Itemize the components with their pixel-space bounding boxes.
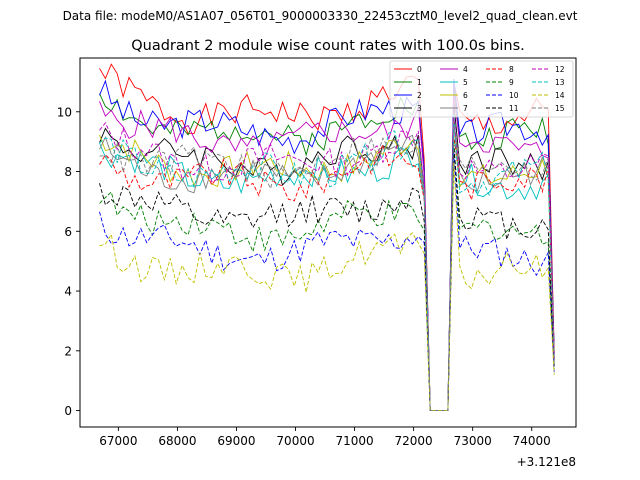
plot-area: [79, 57, 577, 428]
x-tick-label: 69000: [217, 434, 255, 448]
series-line-2: [99, 78, 555, 412]
x-tick-label: 73000: [454, 434, 492, 448]
x-tick-label: 68000: [158, 434, 196, 448]
legend-label-6: 6: [463, 91, 468, 100]
series-line-12: [99, 117, 555, 412]
series-line-13: [99, 123, 555, 412]
legend-label-8: 8: [509, 65, 514, 74]
x-tick-label: 74000: [513, 434, 551, 448]
legend-label-10: 10: [509, 91, 519, 100]
series-line-8: [99, 135, 555, 412]
series-line-7: [99, 123, 555, 412]
legend-label-2: 2: [417, 91, 422, 100]
y-tick-label: 2: [64, 344, 72, 358]
y-tick-label: 0: [64, 404, 72, 418]
series-line-9: [99, 141, 555, 412]
legend-label-0: 0: [417, 65, 422, 74]
x-tick-label: 70000: [276, 434, 314, 448]
chart-title: Quadrant 2 module wise count rates with …: [131, 38, 525, 54]
y-tick-label: 4: [64, 285, 72, 299]
legend-label-9: 9: [509, 78, 514, 87]
y-tick-label: 8: [64, 165, 72, 179]
y-tick-label: 6: [64, 225, 72, 239]
x-offset-label: +3.121e8: [517, 455, 576, 469]
legend-label-11: 11: [509, 104, 519, 113]
series-line-4: [99, 93, 555, 412]
legend-label-5: 5: [463, 78, 468, 87]
series-line-15: [99, 126, 555, 412]
x-tick-label: 71000: [335, 434, 373, 448]
x-tick-label: 67000: [99, 434, 137, 448]
series-layer: [99, 63, 555, 412]
x-axis: 67000 68000 69000 70000 71000 72000 73000 74000: [99, 427, 551, 448]
y-tick-label: 10: [57, 105, 72, 119]
legend-label-4: 4: [463, 65, 468, 74]
legend-label-13: 13: [555, 78, 565, 87]
legend-label-14: 14: [555, 91, 565, 100]
legend-frame: [389, 60, 574, 118]
y-axis: 0 2 4 6 8 10: [57, 105, 80, 418]
legend-label-12: 12: [555, 65, 565, 74]
series-line-11: [99, 147, 555, 412]
x-tick-label: 72000: [395, 434, 433, 448]
legend-label-15: 15: [555, 104, 565, 113]
legend-label-1: 1: [417, 78, 422, 87]
series-line-14: [99, 162, 555, 412]
series-line-3: [99, 102, 555, 412]
series-line-10: [99, 150, 555, 412]
axes-frame: [79, 57, 577, 428]
data-file-header: Data file: modeM0/AS1A07_056T01_90000033…: [63, 9, 578, 23]
legend-label-3: 3: [417, 104, 422, 113]
legend-label-7: 7: [463, 104, 468, 113]
